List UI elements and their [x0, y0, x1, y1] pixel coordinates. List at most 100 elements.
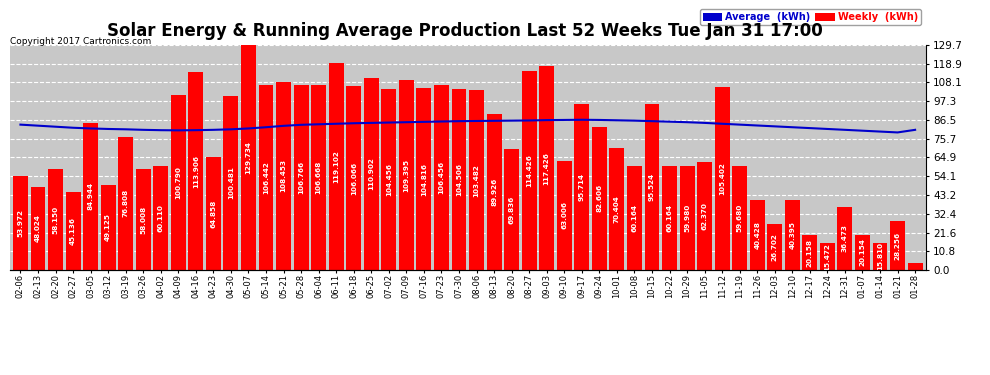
Bar [258, 86, 273, 270]
Text: 108.453: 108.453 [280, 159, 286, 192]
Text: 58.008: 58.008 [141, 206, 147, 234]
Text: 64.858: 64.858 [211, 200, 217, 228]
Text: 106.066: 106.066 [350, 161, 356, 195]
Text: 110.902: 110.902 [368, 158, 374, 190]
Bar [855, 235, 870, 270]
Text: 60.164: 60.164 [632, 204, 638, 232]
Text: Copyright 2017 Cartronics.com: Copyright 2017 Cartronics.com [10, 38, 151, 46]
Bar [224, 96, 239, 270]
Text: 117.426: 117.426 [544, 152, 549, 184]
Bar [13, 176, 28, 270]
Text: 26.702: 26.702 [772, 233, 778, 261]
Bar [487, 114, 502, 270]
Text: 20.158: 20.158 [807, 238, 813, 267]
Text: 106.442: 106.442 [263, 161, 269, 194]
Bar [31, 187, 46, 270]
Bar [592, 127, 607, 270]
Text: 104.456: 104.456 [386, 163, 392, 196]
Text: 82.606: 82.606 [596, 184, 602, 212]
Text: 60.110: 60.110 [157, 204, 163, 232]
Text: 104.506: 104.506 [456, 163, 462, 196]
Bar [171, 95, 186, 270]
Text: 106.668: 106.668 [316, 161, 322, 194]
Bar [610, 148, 625, 270]
Text: 129.734: 129.734 [246, 141, 251, 174]
Text: 89.926: 89.926 [491, 178, 497, 206]
Bar [241, 45, 256, 270]
Text: 62.370: 62.370 [702, 202, 708, 230]
Text: 40.428: 40.428 [754, 221, 760, 249]
Bar [715, 87, 730, 270]
Text: 20.154: 20.154 [859, 238, 865, 267]
Bar [803, 235, 818, 270]
Text: 58.150: 58.150 [52, 206, 58, 234]
Bar [679, 166, 695, 270]
Bar [872, 243, 887, 270]
Bar [276, 82, 291, 270]
Bar [733, 166, 747, 270]
Bar [627, 166, 642, 270]
Bar [644, 104, 659, 270]
Bar [522, 72, 537, 270]
Bar [188, 72, 203, 270]
Text: 59.680: 59.680 [737, 204, 742, 232]
Text: 100.481: 100.481 [228, 166, 234, 199]
Bar [767, 224, 782, 270]
Bar [101, 185, 116, 270]
Bar [556, 161, 571, 270]
Text: 104.816: 104.816 [421, 163, 427, 196]
Text: 69.836: 69.836 [509, 195, 515, 223]
Text: 113.906: 113.906 [193, 155, 199, 188]
Text: Solar Energy & Running Average Production Last 52 Weeks Tue Jan 31 17:00: Solar Energy & Running Average Productio… [108, 22, 823, 40]
Text: 109.395: 109.395 [403, 159, 410, 192]
Text: 106.456: 106.456 [439, 161, 445, 194]
Bar [381, 89, 396, 270]
Text: 70.404: 70.404 [614, 195, 620, 223]
Bar [540, 66, 554, 270]
Bar [294, 85, 309, 270]
Text: 28.256: 28.256 [895, 231, 901, 260]
Text: 15.810: 15.810 [877, 242, 883, 270]
Text: 48.024: 48.024 [35, 214, 41, 242]
Text: 103.482: 103.482 [473, 164, 479, 196]
Text: 40.395: 40.395 [789, 221, 795, 249]
Text: 95.714: 95.714 [579, 173, 585, 201]
Bar [136, 170, 150, 270]
Bar [399, 80, 414, 270]
Text: 59.980: 59.980 [684, 204, 690, 232]
Text: 53.972: 53.972 [18, 209, 24, 237]
Bar [49, 169, 63, 270]
Legend: Average  (kWh), Weekly  (kWh): Average (kWh), Weekly (kWh) [700, 9, 921, 25]
Bar [820, 243, 835, 270]
Bar [118, 137, 133, 270]
Text: 15.472: 15.472 [825, 243, 831, 270]
Bar [153, 166, 168, 270]
Bar [749, 200, 764, 270]
Text: 60.164: 60.164 [666, 204, 672, 232]
Bar [697, 162, 712, 270]
Text: 106.766: 106.766 [298, 161, 304, 194]
Bar [83, 123, 98, 270]
Text: 95.524: 95.524 [649, 173, 655, 201]
Bar [838, 207, 852, 270]
Bar [908, 262, 923, 270]
Text: 114.426: 114.426 [526, 154, 533, 187]
Bar [574, 104, 589, 270]
Bar [346, 86, 361, 270]
Bar [785, 200, 800, 270]
Bar [311, 85, 326, 270]
Bar [434, 86, 448, 270]
Text: 84.944: 84.944 [87, 182, 94, 210]
Text: 119.102: 119.102 [334, 150, 340, 183]
Bar [469, 90, 484, 270]
Text: 100.790: 100.790 [175, 166, 181, 199]
Bar [890, 221, 905, 270]
Text: 63.006: 63.006 [561, 201, 567, 229]
Bar [364, 78, 379, 270]
Bar [662, 166, 677, 270]
Text: 76.808: 76.808 [123, 189, 129, 217]
Bar [329, 63, 344, 270]
Bar [65, 192, 80, 270]
Bar [417, 88, 432, 270]
Text: 105.402: 105.402 [719, 162, 725, 195]
